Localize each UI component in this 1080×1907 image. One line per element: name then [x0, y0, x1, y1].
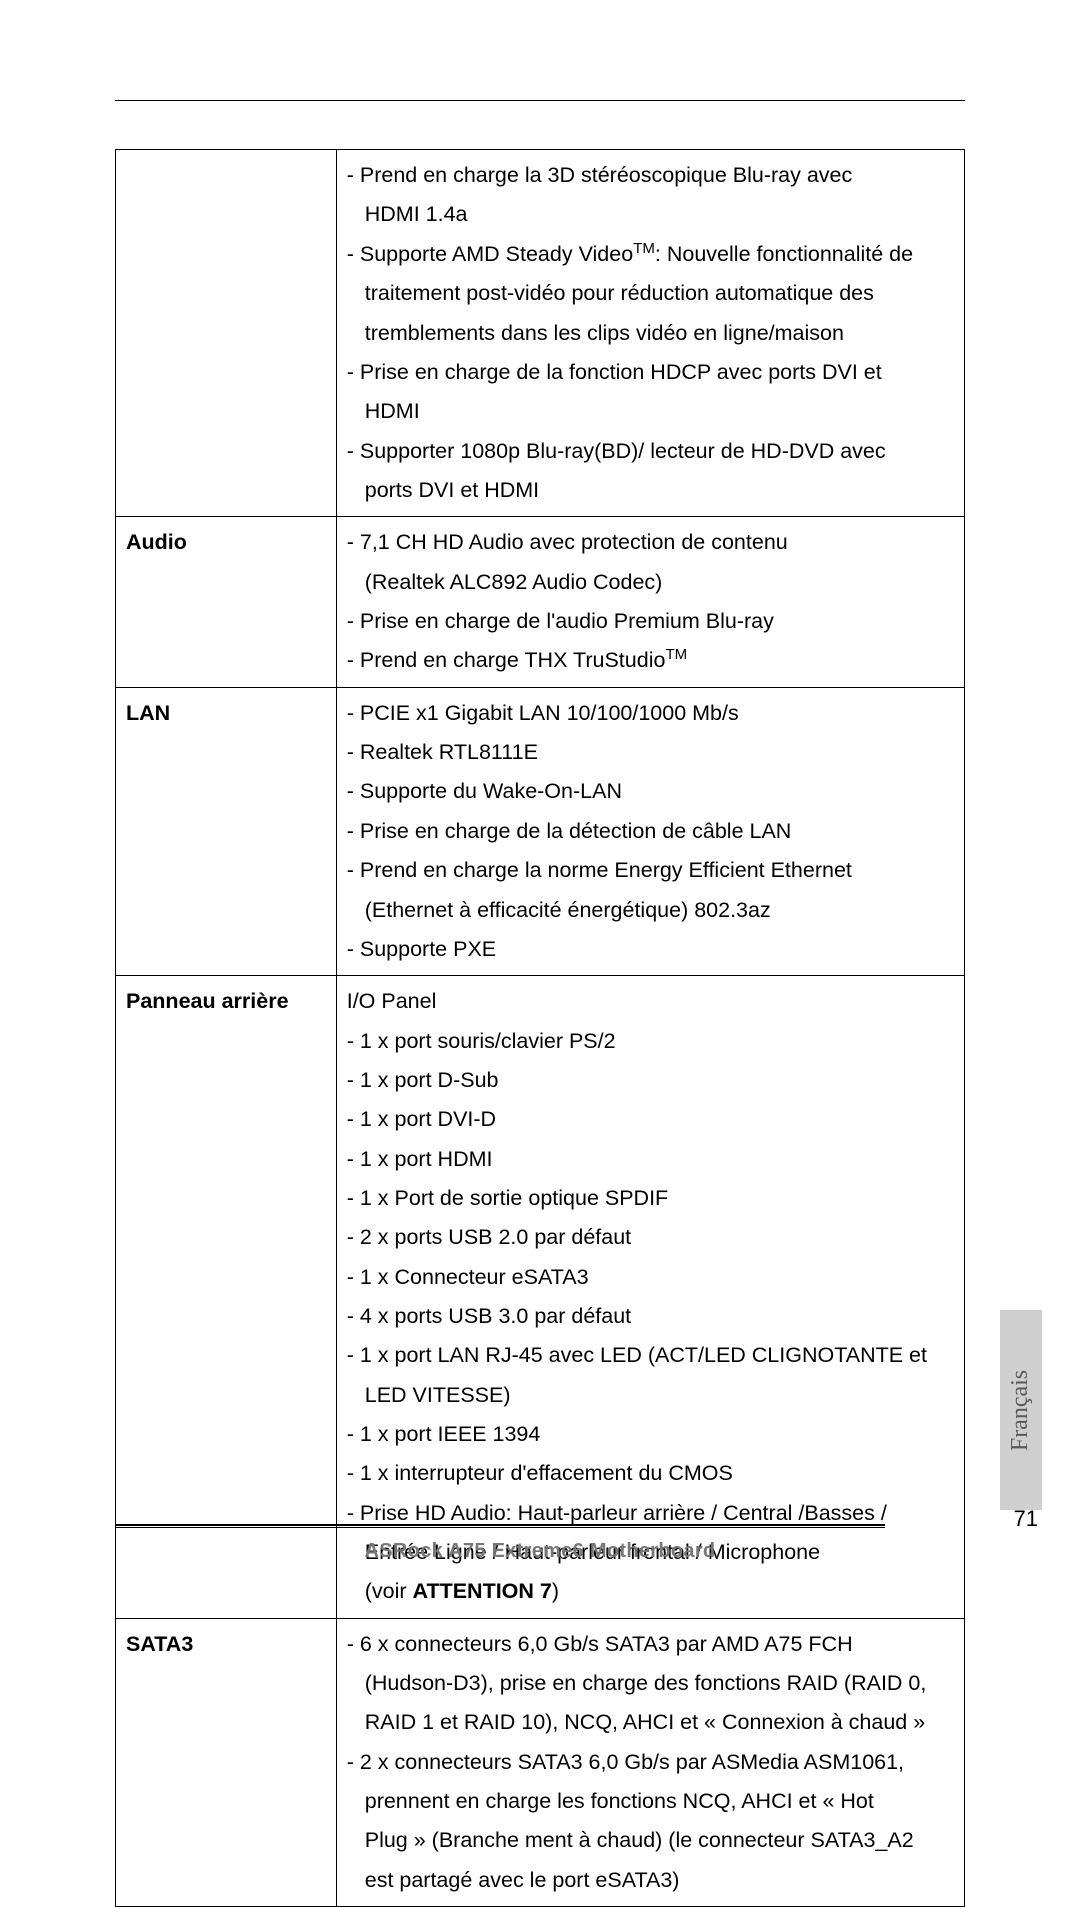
document-page: - Prend en charge la 3D stéréoscopique B… [0, 0, 1080, 1619]
spec-line: - 1 x port HDMI [347, 1140, 954, 1179]
spec-line: - 2 x ports USB 2.0 par défaut [347, 1218, 954, 1257]
spec-table: - Prend en charge la 3D stéréoscopique B… [115, 149, 965, 1907]
table-row: LAN- PCIE x1 Gigabit LAN 10/100/1000 Mb/… [116, 687, 965, 975]
spec-line: - 1 x port IEEE 1394 [347, 1415, 954, 1454]
spec-label: Panneau arrière [116, 976, 337, 1619]
spec-line: HDMI [347, 392, 954, 431]
spec-line: - 6 x connecteurs 6,0 Gb/s SATA3 par AMD… [347, 1625, 954, 1664]
spec-line: - 1 x interrupteur d'effacement du CMOS [347, 1454, 954, 1493]
spec-value: - Prend en charge la 3D stéréoscopique B… [336, 150, 964, 517]
spec-line: I/O Panel [347, 982, 954, 1021]
spec-line: LED VITESSE) [347, 1376, 954, 1415]
table-row: Panneau arrièreI/O Panel- 1 x port souri… [116, 976, 965, 1619]
spec-value: - PCIE x1 Gigabit LAN 10/100/1000 Mb/s- … [336, 687, 964, 975]
spec-line: HDMI 1.4a [347, 195, 954, 234]
spec-line: - 1 x Connecteur eSATA3 [347, 1258, 954, 1297]
spec-line: tremblements dans les clips vidéo en lig… [347, 314, 954, 353]
spec-line: - Prise en charge de l'audio Premium Blu… [347, 602, 954, 641]
spec-line: - Supporte AMD Steady VideoTM: Nouvelle … [347, 235, 954, 275]
spec-label [116, 150, 337, 517]
spec-line: - Supporte PXE [347, 930, 954, 969]
spec-line: - 2 x connecteurs SATA3 6,0 Gb/s par ASM… [347, 1743, 954, 1782]
spec-line: - Supporter 1080p Blu-ray(BD)/ lecteur d… [347, 432, 954, 471]
spec-line: (Realtek ALC892 Audio Codec) [347, 563, 954, 602]
spec-line: - 1 x port souris/clavier PS/2 [347, 1022, 954, 1061]
spec-label: Audio [116, 517, 337, 688]
spec-line: (voir ATTENTION 7) [347, 1572, 954, 1611]
spec-value: - 6 x connecteurs 6,0 Gb/s SATA3 par AMD… [336, 1618, 964, 1906]
spec-line: - Supporte du Wake-On-LAN [347, 772, 954, 811]
spec-line: - Prise en charge de la détection de câb… [347, 812, 954, 851]
spec-line: - Prend en charge THX TruStudioTM [347, 641, 954, 681]
spec-line: ports DVI et HDMI [347, 471, 954, 510]
spec-line: Plug » (Branche ment à chaud) (le connec… [347, 1821, 954, 1860]
table-row: Audio - 7,1 CH HD Audio avec protection d… [116, 517, 965, 688]
spec-value: - 7,1 CH HD Audio avec protection de con… [336, 517, 964, 688]
spec-line: (Ethernet à efficacité énergétique) 802.… [347, 891, 954, 930]
spec-line: - Prise en charge de la fonction HDCP av… [347, 353, 954, 392]
spec-label: SATA3 [116, 1618, 337, 1906]
spec-line: (Hudson-D3), prise en charge des fonctio… [347, 1664, 954, 1703]
spec-value: I/O Panel- 1 x port souris/clavier PS/2-… [336, 976, 964, 1619]
footer-text: ASRock A75 Extreme6 Motherboard [0, 1540, 1080, 1563]
spec-line: RAID 1 et RAID 10), NCQ, AHCI et « Conne… [347, 1703, 954, 1742]
spec-line: - 1 x port DVI-D [347, 1100, 954, 1139]
spec-line: traitement post-vidéo pour réduction aut… [347, 274, 954, 313]
spec-line: - 1 x Port de sortie optique SPDIF [347, 1179, 954, 1218]
spec-line: - Prend en charge la 3D stéréoscopique B… [347, 156, 954, 195]
spec-line: - PCIE x1 Gigabit LAN 10/100/1000 Mb/s [347, 694, 954, 733]
spec-line: prennent en charge les fonctions NCQ, AH… [347, 1782, 954, 1821]
spec-line: est partagé avec le port eSATA3) [347, 1861, 954, 1900]
spec-label: LAN [116, 687, 337, 975]
page-number: 71 [1014, 1506, 1038, 1532]
table-row: - Prend en charge la 3D stéréoscopique B… [116, 150, 965, 517]
footer-rule [115, 1524, 885, 1528]
spec-line: - 4 x ports USB 3.0 par défaut [347, 1297, 954, 1336]
spec-line: - 7,1 CH HD Audio avec protection de con… [347, 523, 954, 562]
language-tab-label: Français [1008, 1369, 1035, 1450]
spec-line: - Realtek RTL8111E [347, 733, 954, 772]
top-rule [115, 100, 965, 101]
table-row: SATA3 - 6 x connecteurs 6,0 Gb/s SATA3 pa… [116, 1618, 965, 1906]
language-tab: Français [1000, 1310, 1042, 1510]
spec-line: - 1 x port LAN RJ-45 avec LED (ACT/LED C… [347, 1336, 954, 1375]
spec-line: - Prend en charge la norme Energy Effici… [347, 851, 954, 890]
spec-line: - 1 x port D-Sub [347, 1061, 954, 1100]
